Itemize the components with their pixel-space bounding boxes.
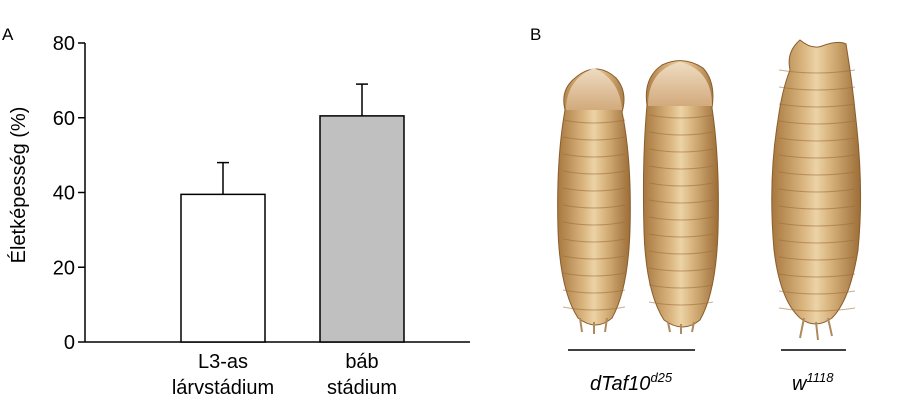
pupa-segment-1 (648, 182, 714, 187)
pupa-segment-2 (778, 273, 856, 278)
x-tick-label-0: L3-as lárvstádium (172, 351, 274, 399)
pupa-mutant-2 (642, 60, 719, 334)
bar-0 (180, 193, 266, 343)
group-label-control-sup: 1118 (806, 370, 834, 385)
bar-chart: Életképesség (%) 0 20 40 60 80 L3-as lárvstád… (7, 33, 470, 399)
pupa-segment-0 (562, 153, 626, 158)
pupa-segment-1 (648, 148, 714, 153)
pupa-segment-1 (648, 267, 714, 272)
group-label-mutant-sup: d25 (650, 370, 672, 385)
pupa-segment-0 (562, 119, 626, 124)
pupa-segment-0 (562, 238, 626, 243)
pupa-segment-2 (778, 222, 856, 227)
pupa-segment-2 (778, 205, 856, 210)
y-tick-label-0: 0 (64, 332, 75, 354)
y-tick-label-4: 80 (53, 33, 75, 55)
pupa-segment-1 (648, 114, 714, 119)
pupa-segment-0 (562, 187, 626, 192)
pupa-segment-2 (778, 290, 856, 295)
pupa-segment-1 (648, 199, 714, 204)
pupa-segment-2 (778, 171, 856, 176)
pupa-segment-2 (778, 69, 856, 74)
pupa-control (771, 39, 862, 341)
pupa-segment-2 (778, 154, 856, 159)
pupa-mutant-1 (557, 68, 631, 334)
bar-1 (319, 115, 405, 343)
group-label-mutant-base: dTaf10 (590, 373, 650, 395)
pupa-segments (562, 69, 856, 312)
pupa-segment-2 (778, 120, 856, 125)
panel-a-label: A (2, 25, 14, 44)
pupa-segment-2 (778, 137, 856, 142)
group-label-control: w1118 (792, 370, 834, 395)
x-labels: L3-as lárvstádium báb stádium (172, 351, 397, 399)
pupa-segment-2 (778, 188, 856, 193)
pupa-segment-1 (648, 165, 714, 170)
pupa-segment-0 (562, 204, 626, 209)
pupa-segment-0 (562, 170, 626, 175)
pupa-segment-0 (562, 289, 626, 294)
pupa-segment-0 (562, 272, 626, 277)
pupa-segment-1 (648, 131, 714, 136)
y-tick-label-2: 40 (53, 183, 75, 205)
pupa-segment-2 (778, 307, 856, 312)
pupae-photo: dTaf10d25 w1118 (557, 39, 862, 395)
y-tick-label-1: 20 (53, 257, 75, 279)
pupa-segment-0 (562, 255, 626, 260)
group-label-control-base: w (792, 373, 808, 395)
y-axis-title: Életképesség (%) (7, 107, 30, 264)
pupa-segment-1 (648, 301, 714, 306)
pupa-segment-1 (648, 216, 714, 221)
pupa-segment-0 (562, 136, 626, 141)
pupa-segment-2 (778, 103, 856, 108)
pupa-segment-0 (562, 306, 626, 311)
pupa-segment-1 (648, 284, 714, 289)
pupa-segment-2 (778, 256, 856, 261)
pupa-segment-2 (778, 239, 856, 244)
pupa-segment-1 (648, 250, 714, 255)
pupa-segment-0 (562, 221, 626, 226)
group-label-mutant: dTaf10d25 (590, 370, 673, 395)
bars (180, 83, 405, 343)
panel-b-label: B (530, 25, 541, 44)
pupa-segment-2 (778, 86, 856, 91)
y-ticks: 0 20 40 60 80 (53, 33, 85, 354)
y-tick-label-3: 60 (53, 108, 75, 130)
pupa-segment-1 (648, 233, 714, 238)
x-tick-label-1: báb stádium (327, 351, 397, 399)
